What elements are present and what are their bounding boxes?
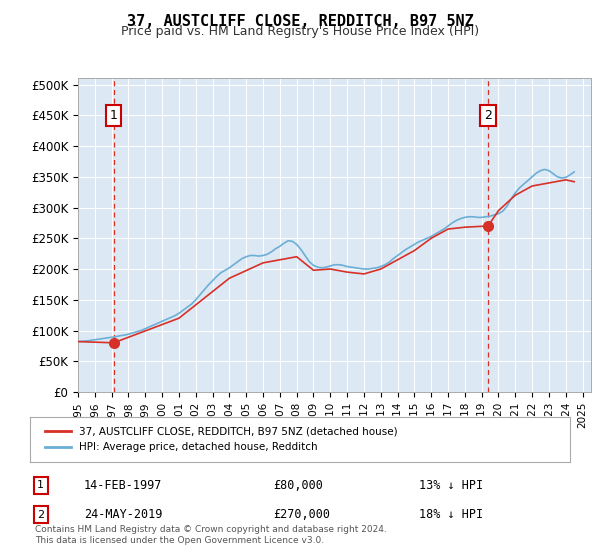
Text: £270,000: £270,000 bbox=[273, 508, 330, 521]
Text: £80,000: £80,000 bbox=[273, 479, 323, 492]
Text: 2: 2 bbox=[484, 109, 492, 122]
Text: 37, AUSTCLIFF CLOSE, REDDITCH, B97 5NZ: 37, AUSTCLIFF CLOSE, REDDITCH, B97 5NZ bbox=[127, 14, 473, 29]
Text: Contains HM Land Registry data © Crown copyright and database right 2024.
This d: Contains HM Land Registry data © Crown c… bbox=[35, 525, 387, 545]
Legend: 37, AUSTCLIFF CLOSE, REDDITCH, B97 5NZ (detached house), HPI: Average price, det: 37, AUSTCLIFF CLOSE, REDDITCH, B97 5NZ (… bbox=[41, 423, 402, 456]
Text: 13% ↓ HPI: 13% ↓ HPI bbox=[419, 479, 483, 492]
Text: 2: 2 bbox=[37, 510, 44, 520]
Text: 1: 1 bbox=[110, 109, 118, 122]
Text: 1: 1 bbox=[37, 480, 44, 491]
Text: Price paid vs. HM Land Registry's House Price Index (HPI): Price paid vs. HM Land Registry's House … bbox=[121, 25, 479, 38]
Text: 18% ↓ HPI: 18% ↓ HPI bbox=[419, 508, 483, 521]
Text: 14-FEB-1997: 14-FEB-1997 bbox=[84, 479, 163, 492]
Text: 24-MAY-2019: 24-MAY-2019 bbox=[84, 508, 163, 521]
